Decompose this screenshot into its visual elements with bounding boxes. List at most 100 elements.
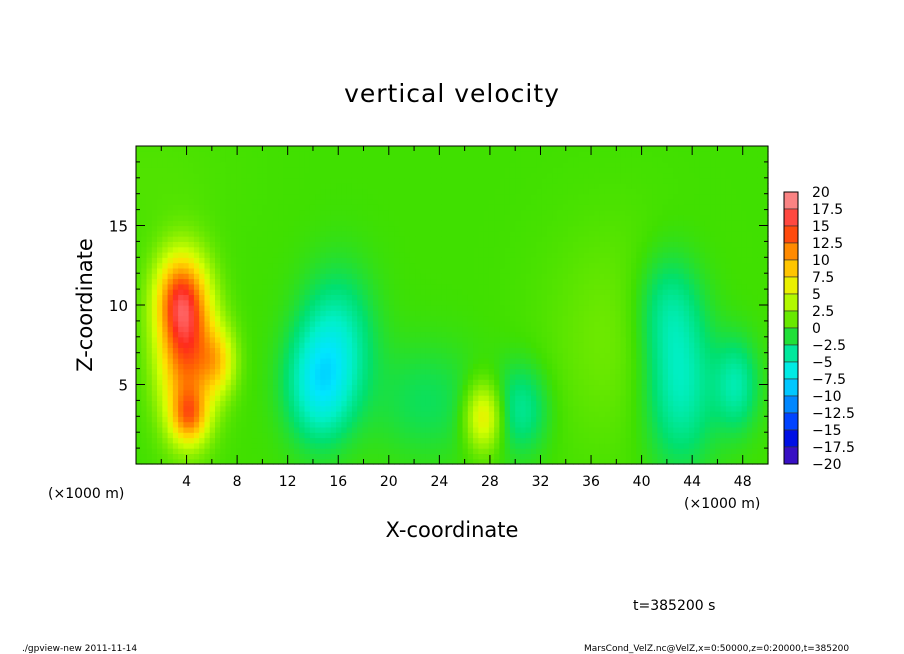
- heatmap-cell: [546, 172, 553, 179]
- heatmap-cell: [504, 437, 511, 444]
- heatmap-cell: [430, 384, 437, 391]
- heatmap-cell: [441, 225, 448, 232]
- heatmap-cell: [399, 421, 406, 428]
- heatmap-cell: [446, 204, 453, 211]
- heatmap-cell: [325, 214, 332, 221]
- heatmap-cell: [351, 177, 358, 184]
- heatmap-cell: [309, 225, 316, 232]
- heatmap-cell: [299, 395, 306, 401]
- heatmap-cell: [330, 358, 337, 364]
- heatmap-cell: [188, 151, 195, 158]
- heatmap-cell: [504, 347, 511, 354]
- heatmap-cell: [151, 342, 158, 348]
- heatmap-cell: [562, 289, 569, 295]
- heatmap-cell: [146, 442, 153, 449]
- heatmap-cell: [172, 214, 179, 221]
- heatmap-cell: [488, 363, 495, 370]
- heatmap-cell: [351, 373, 358, 380]
- heatmap-cell: [509, 336, 516, 343]
- heatmap-cell: [309, 448, 316, 454]
- heatmap-cell: [283, 416, 290, 423]
- heatmap-cell: [236, 289, 242, 295]
- heatmap-cell: [141, 432, 148, 439]
- heatmap-cell: [341, 448, 348, 454]
- heatmap-cell: [567, 273, 574, 280]
- heatmap-cell: [251, 278, 258, 285]
- heatmap-cell: [525, 146, 532, 152]
- heatmap-cell: [531, 368, 537, 375]
- heatmap-cell: [362, 161, 369, 168]
- heatmap-cell: [188, 289, 195, 295]
- heatmap-cell: [378, 209, 385, 216]
- heatmap-cell: [288, 161, 295, 168]
- heatmap-cell: [457, 241, 464, 248]
- heatmap-cell: [430, 416, 437, 423]
- heatmap-cell: [299, 209, 306, 216]
- heatmap-cell: [367, 310, 374, 317]
- heatmap-cell: [346, 416, 353, 423]
- heatmap-cell: [336, 320, 342, 327]
- heatmap-cell: [415, 453, 421, 460]
- heatmap-cell: [141, 151, 148, 158]
- heatmap-cell: [267, 395, 274, 401]
- heatmap-cell: [441, 400, 448, 407]
- heatmap-cell: [467, 177, 474, 184]
- heatmap-cell: [383, 416, 390, 423]
- heatmap-cell: [162, 209, 169, 216]
- heatmap-cell: [136, 230, 142, 237]
- heatmap-cell: [157, 193, 163, 200]
- heatmap-cell: [394, 183, 400, 189]
- heatmap-cell: [452, 230, 458, 237]
- heatmap-cell: [351, 262, 358, 269]
- heatmap-cell: [209, 395, 216, 401]
- heatmap-cell: [562, 384, 569, 391]
- heatmap-cell: [546, 257, 553, 264]
- heatmap-cell: [241, 352, 248, 359]
- heatmap-cell: [304, 352, 311, 359]
- heatmap-cell: [341, 326, 348, 333]
- heatmap-cell: [283, 294, 290, 301]
- heatmap-cell: [162, 373, 169, 380]
- heatmap-cell: [167, 310, 174, 317]
- heatmap-cell: [509, 151, 516, 158]
- heatmap-cell: [394, 352, 400, 359]
- heatmap-cell: [157, 352, 163, 359]
- heatmap-cell: [157, 161, 163, 168]
- heatmap-cell: [394, 214, 400, 221]
- heatmap-cell: [420, 283, 427, 290]
- heatmap-cell: [188, 177, 195, 184]
- heatmap-cell: [272, 358, 279, 364]
- heatmap-cell: [157, 437, 163, 444]
- heatmap-cell: [288, 151, 295, 158]
- heatmap-cell: [262, 177, 269, 184]
- heatmap-cell: [467, 299, 474, 306]
- heatmap-cell: [220, 342, 227, 348]
- heatmap-cell: [531, 283, 537, 290]
- heatmap-cell: [525, 432, 532, 439]
- heatmap-cell: [346, 305, 353, 311]
- heatmap-cell: [157, 283, 163, 290]
- heatmap-cell: [494, 347, 500, 354]
- heatmap-cell: [288, 289, 295, 295]
- heatmap-cell: [188, 448, 195, 454]
- heatmap-cell: [346, 315, 353, 322]
- heatmap-cell: [178, 172, 184, 179]
- heatmap-cell: [162, 315, 169, 322]
- heatmap-cell: [536, 289, 543, 295]
- heatmap-cell: [209, 294, 216, 301]
- heatmap-cell: [325, 310, 332, 317]
- heatmap-cell: [399, 236, 406, 242]
- heatmap-cell: [141, 199, 148, 205]
- heatmap-cell: [567, 347, 574, 354]
- heatmap-cell: [209, 151, 216, 158]
- heatmap-cell: [494, 305, 500, 311]
- heatmap-cell: [483, 167, 490, 174]
- heatmap-cell: [136, 273, 142, 280]
- heatmap-cell: [262, 156, 269, 163]
- heatmap-cell: [193, 167, 200, 174]
- heatmap-cell: [362, 432, 369, 439]
- heatmap-cell: [531, 225, 537, 232]
- heatmap-cell: [441, 384, 448, 391]
- heatmap-cell: [536, 426, 543, 433]
- heatmap-cell: [246, 188, 253, 195]
